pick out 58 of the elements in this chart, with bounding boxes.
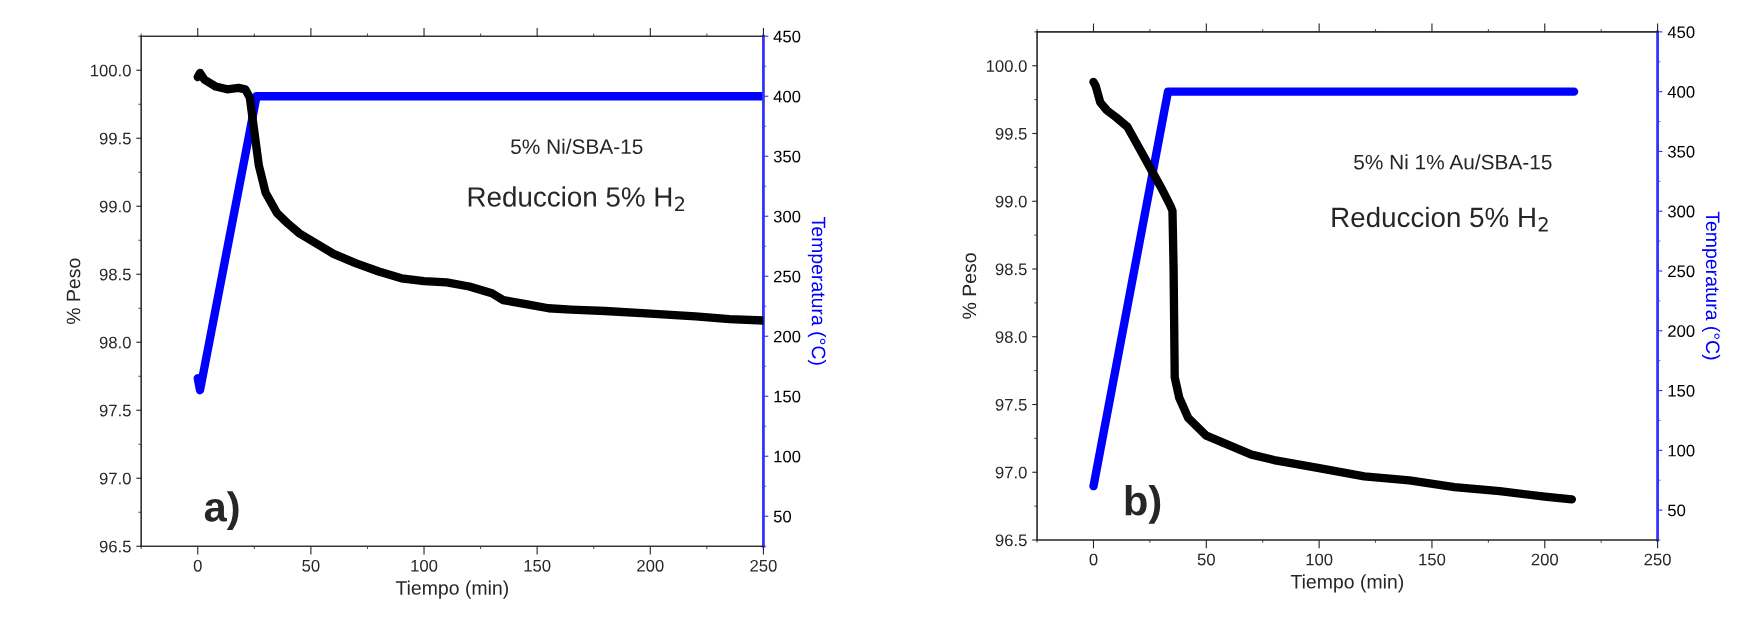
- y2-tick-label: 350: [773, 150, 801, 163]
- y2-tick-label: 100: [774, 450, 801, 463]
- x-tick-label: 200: [1531, 553, 1559, 566]
- y-tick-label: 97.0: [995, 466, 1027, 479]
- y-axis-title: % Peso: [66, 258, 81, 325]
- y2-tick-label: 300: [773, 210, 801, 223]
- y2-tick-label: 150: [774, 390, 801, 403]
- y-tick-label: 96.5: [995, 534, 1027, 547]
- x-tick-label: 0: [1089, 553, 1098, 566]
- y-tick-label: 96.5: [99, 540, 131, 553]
- y2-tick-label: 200: [1668, 325, 1695, 337]
- y-axis-title: % Peso: [962, 253, 977, 319]
- y-tick-label: 98.5: [99, 268, 131, 281]
- annotation: 5% Ni 1% Au/SBA-15: [1354, 154, 1552, 170]
- y-tick-label: 99.0: [995, 195, 1027, 208]
- x-axis-title: Tiempo (min): [1290, 574, 1404, 593]
- y-tick-label: 97.0: [99, 472, 131, 485]
- y2-tick-label: 250: [773, 270, 801, 283]
- x-tick-label: 50: [302, 559, 320, 572]
- x-tick-label: 250: [750, 559, 777, 572]
- annotation: Reduccion 5% H$_{2}$: [468, 186, 685, 212]
- y2-tick-label: 250: [1668, 265, 1695, 278]
- x-axis-title: Tiempo (min): [395, 580, 508, 599]
- y2-axis-title: Temperatura (°C): [807, 217, 826, 365]
- y2-tick-label: 300: [1667, 205, 1695, 218]
- annotation: Reduccion 5% H$_{2}$: [1332, 206, 1548, 232]
- y-tick-label: 98.5: [995, 263, 1027, 276]
- y2-tick-label: 200: [773, 330, 801, 343]
- y-tick-label: 99.5: [995, 127, 1027, 140]
- y-tick-label: 99.5: [99, 132, 131, 145]
- y2-tick-label: 150: [1668, 384, 1695, 397]
- y2-tick-label: 50: [1667, 504, 1686, 517]
- y-tick-label: 97.5: [995, 398, 1027, 411]
- y-tick-label: 97.5: [99, 404, 131, 417]
- y-tick-label: 100.0: [986, 60, 1027, 72]
- y2-tick-label: 450: [1667, 26, 1695, 39]
- y2-tick-label: 400: [1667, 86, 1695, 98]
- x-tick-label: 100: [411, 559, 438, 572]
- y2-tick-label: 100: [1668, 444, 1695, 457]
- x-tick-label: 100: [1306, 553, 1333, 566]
- annotation: b): [1125, 485, 1161, 524]
- annotation: a): [204, 491, 239, 530]
- x-tick-label: 0: [193, 559, 202, 572]
- x-tick-label: 50: [1197, 553, 1215, 566]
- x-tick-label: 150: [1419, 553, 1446, 566]
- annotation: 5% Ni/SBA-15: [511, 138, 643, 155]
- x-tick-label: 250: [1644, 553, 1671, 566]
- y-tick-label: 98.0: [99, 336, 131, 349]
- x-tick-label: 150: [524, 559, 551, 572]
- y2-tick-label: 400: [773, 90, 801, 103]
- y2-axis-title: Temperatura (°C): [1701, 211, 1721, 360]
- y2-tick-label: 350: [1667, 145, 1695, 158]
- y-tick-label: 100.0: [91, 64, 131, 77]
- y-tick-label: 99.0: [99, 200, 131, 213]
- y2-tick-label: 450: [773, 30, 801, 43]
- y2-tick-label: 50: [773, 510, 792, 523]
- y-tick-label: 98.0: [995, 331, 1027, 343]
- x-tick-label: 200: [637, 559, 664, 572]
